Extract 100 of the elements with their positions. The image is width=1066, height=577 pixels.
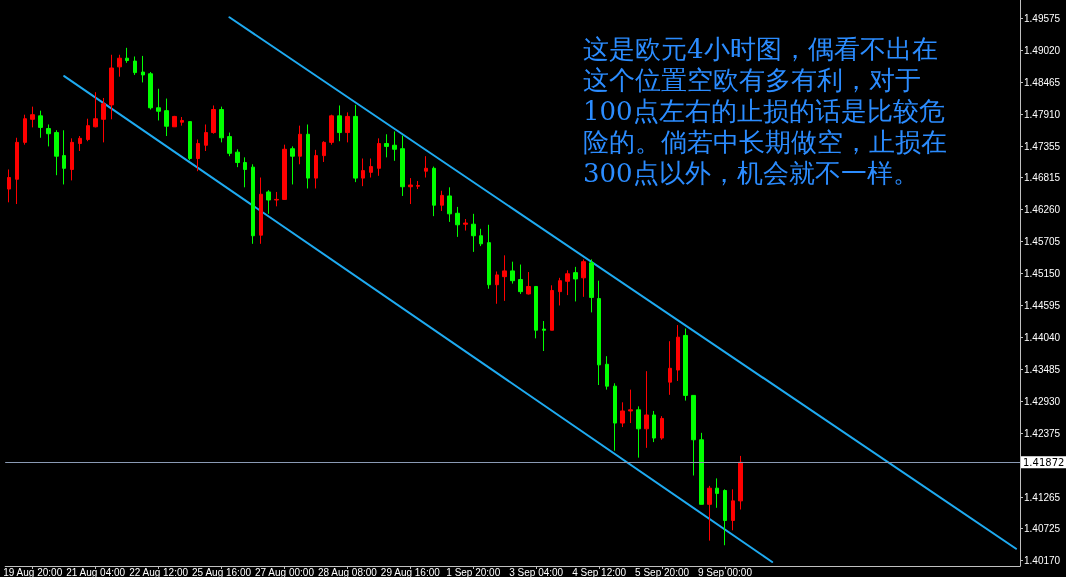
candlestick <box>361 158 365 187</box>
candlestick <box>589 258 594 313</box>
candlestick <box>125 47 129 64</box>
y-tick-label: 1.40725 <box>1024 522 1061 534</box>
candlestick <box>196 138 200 172</box>
x-tick-label: 3 Sep 04:00 <box>509 566 564 577</box>
candlestick <box>54 129 59 176</box>
candlestick <box>369 158 373 179</box>
candlestick <box>597 280 601 386</box>
candlestick <box>86 118 90 142</box>
y-tick-label: 1.47910 <box>1024 108 1061 120</box>
candlestick <box>322 140 326 163</box>
candlestick <box>148 71 153 111</box>
y-tick-label: 1.43485 <box>1024 363 1061 375</box>
x-tick-label: 5 Sep 20:00 <box>635 566 690 577</box>
y-tick-label: 1.48465 <box>1024 76 1061 88</box>
candlestick <box>266 189 271 215</box>
candlestick <box>62 129 66 185</box>
candlestick <box>424 155 428 179</box>
candlestick <box>447 186 452 223</box>
candlestick <box>416 180 420 190</box>
candlestick <box>46 124 51 147</box>
y-tick-label: 1.46815 <box>1024 171 1061 183</box>
candlestick <box>78 135 82 152</box>
candlestick <box>518 264 523 295</box>
candlestick <box>172 115 177 128</box>
x-tick-label: 22 Aug 12:00 <box>129 566 189 577</box>
y-tick-label: 1.42930 <box>1024 395 1061 407</box>
candlestick <box>620 401 625 428</box>
candlestick <box>668 340 672 396</box>
y-tick-label: 1.42375 <box>1024 427 1061 439</box>
candlestick <box>440 190 444 212</box>
candlestick <box>691 394 696 477</box>
candlestick <box>141 55 145 83</box>
candlestick <box>345 111 350 143</box>
x-tick-label: 25 Aug 16:00 <box>192 566 252 577</box>
y-tick-label: 1.40170 <box>1024 554 1061 566</box>
y-tick-label: 1.41265 <box>1024 491 1061 503</box>
x-tick-label: 29 Aug 16:00 <box>380 566 441 577</box>
y-tick-label: 1.47355 <box>1024 140 1061 152</box>
candlestick <box>613 382 617 452</box>
candlestick <box>479 228 483 247</box>
y-tick-label: 1.44595 <box>1024 299 1061 311</box>
candlestick <box>502 254 507 302</box>
y-tick-label: 1.49575 <box>1024 12 1061 24</box>
candlestick <box>38 110 43 139</box>
candlestick <box>723 488 727 546</box>
candlestick <box>188 121 192 161</box>
candlestick <box>377 137 381 177</box>
candlestick <box>573 266 578 302</box>
candlestick <box>463 218 468 232</box>
candlestick <box>274 191 279 207</box>
candlestick <box>164 98 169 137</box>
candlestick <box>282 144 287 200</box>
candlestick <box>7 168 11 203</box>
candlestick <box>133 55 137 76</box>
candlestick <box>487 224 491 290</box>
candlestick <box>738 455 743 511</box>
x-tick-label: 9 Sep 00:00 <box>698 566 753 577</box>
y-tick-label: 1.46260 <box>1024 203 1061 215</box>
candlestick <box>117 54 122 78</box>
candlestick <box>70 137 74 181</box>
candlestick <box>534 285 538 339</box>
candlestick <box>329 114 334 146</box>
candlestick <box>652 410 656 443</box>
candlestick <box>93 91 98 128</box>
candlestick <box>15 137 19 205</box>
candlestick <box>558 277 562 306</box>
candlestick <box>337 104 342 142</box>
y-tick-label: 1.45150 <box>1024 267 1061 279</box>
candlestick <box>384 133 389 158</box>
candlestick <box>251 163 255 245</box>
candlestick <box>510 261 515 285</box>
candlestick <box>204 124 208 152</box>
candlestick <box>101 97 106 143</box>
candlestick <box>731 488 735 531</box>
candlestick <box>565 269 570 296</box>
x-tick-label: 28 Aug 08:00 <box>317 566 378 577</box>
candlestick <box>432 166 436 217</box>
candlestick <box>542 320 546 352</box>
y-tick-label: 1.45705 <box>1024 235 1061 247</box>
candlestick <box>628 389 633 424</box>
candlestick <box>180 116 184 127</box>
candlestick <box>683 328 688 402</box>
candlestick <box>550 284 554 331</box>
candlestick <box>23 114 27 146</box>
annotation: 这是欧元4小时图，偶看不出在这个位置空欧有多有利，对于100点左右的止损的话是比较危险的。倘若中长期做空，止损在300点以外，机会就不一样。 <box>583 33 947 188</box>
candlestick <box>298 125 302 165</box>
x-tick-label: 4 Sep 12:00 <box>572 566 627 577</box>
x-tick-label: 21 Aug 04:00 <box>66 566 126 577</box>
candlestick <box>109 54 114 120</box>
candlestick <box>605 355 609 391</box>
candlestick <box>644 370 649 449</box>
candlestick <box>581 258 586 298</box>
x-tick-label: 27 Aug 00:00 <box>254 566 315 577</box>
candlestick <box>227 132 232 157</box>
x-tick-label: 19 Aug 20:00 <box>3 566 63 577</box>
candlestick <box>306 124 310 189</box>
candlestick <box>676 324 680 382</box>
candlestick <box>699 432 704 505</box>
